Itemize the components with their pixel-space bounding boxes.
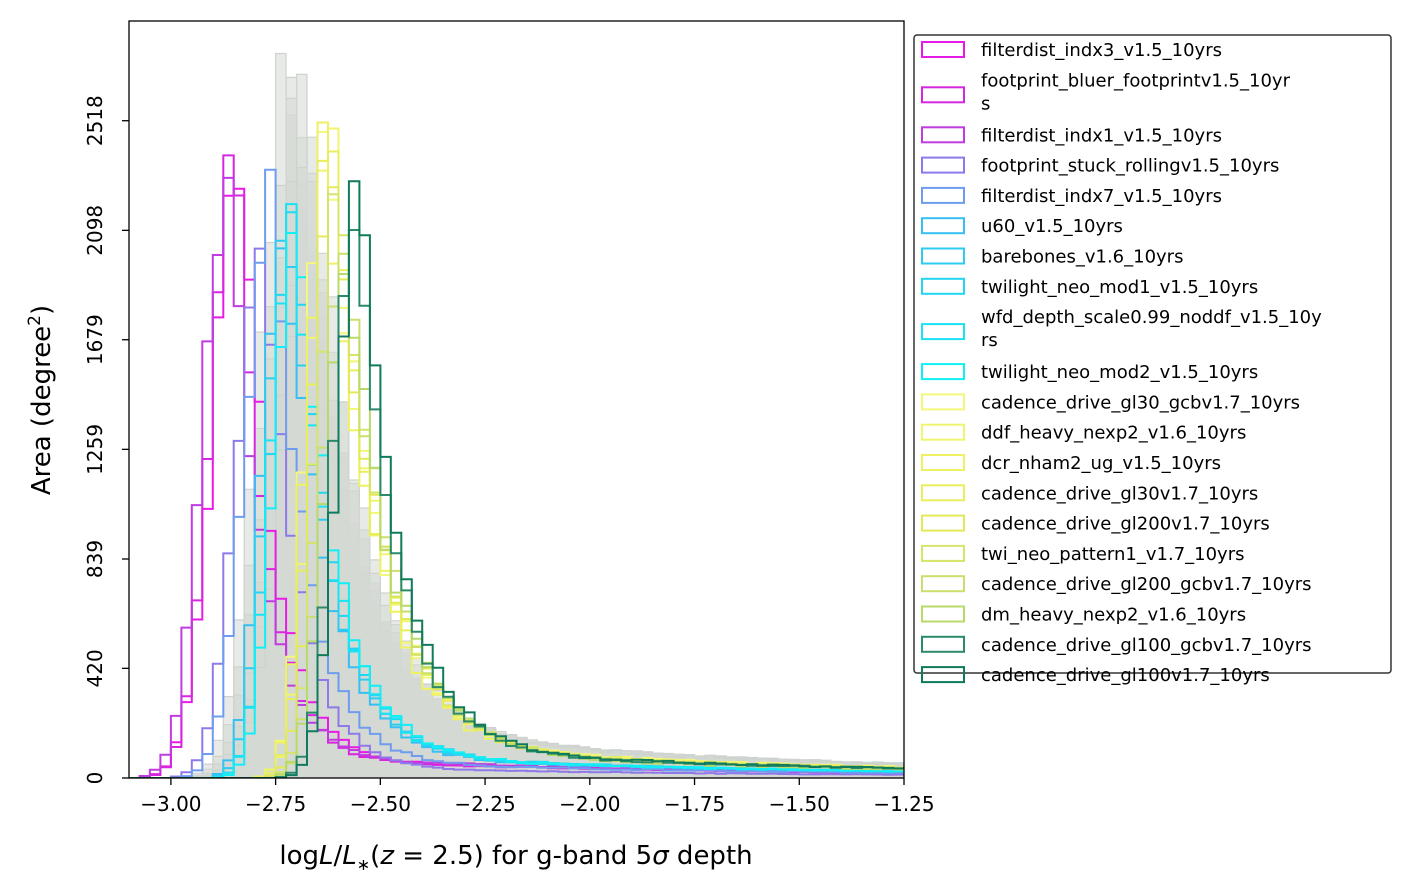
legend-swatch [921,277,965,295]
legend-swatch [921,544,965,562]
legend-swatch [921,217,965,235]
y-tick-label: 420 [83,649,107,687]
legend-swatch [921,247,965,265]
legend-label: barebones_v1.6_10yrs [981,247,1183,268]
legend-swatch [921,186,965,204]
legend-swatch [921,393,965,411]
legend-label: twilight_neo_mod2_v1.5_10yrs [981,362,1258,383]
legend: filterdist_indx3_v1.5_10yrs footprint_blu… [913,34,1392,686]
series-histogram [129,180,904,778]
legend-swatch [921,484,965,502]
legend-swatch [921,86,965,104]
legend-label: cadence_drive_gl30_gcbv1.7_10yrs [981,392,1300,413]
x-tick-label: −3.00 [140,792,201,816]
y-tick-label: 2518 [83,95,107,146]
x-axis-ticks: −3.00 −2.75 −2.50 −2.25 −2.00 −1.75 −1.50 −1.25 [140,778,935,816]
legend-label: u60_v1.5_10yrs [981,216,1123,237]
legend-label: cadence_drive_gl100v1.7_10yrs [981,665,1270,686]
legend-swatch [921,323,965,341]
legend-label: rs [981,330,998,351]
plot-frame [128,20,905,779]
legend-swatch [921,666,965,684]
legend-label: dcr_nham2_ug_v1.5_10yrs [981,453,1221,474]
series-histogram [129,168,904,778]
legend-swatch [921,454,965,471]
x-axis-label: logL/L∗(z = 2.5) for g-band 5σ depth [279,841,752,874]
legend-swatch [921,605,965,623]
x-tick-label: −1.75 [664,792,725,816]
legend-label: cadence_drive_gl200v1.7_10yrs [981,514,1270,535]
legend-label: filterdist_indx3_v1.5_10yrs [981,40,1222,61]
y-tick-label: 2098 [83,205,107,256]
legend-swatch [921,423,965,441]
x-tick-label: −2.00 [559,792,620,816]
legend-label: wfd_depth_scale0.99_noddf_v1.5_10y [981,307,1322,328]
legend-swatch [921,575,965,593]
y-axis-ticks: 0 420 839 1259 1679 2098 2518 [83,95,129,784]
series-histogram [129,232,904,778]
legend-label: footprint_bluer_footprintv1.5_10yr [981,70,1291,91]
x-tick-label: −1.25 [873,792,934,816]
x-tick-label: −1.50 [769,792,830,816]
legend-label: ddf_heavy_nexp2_v1.6_10yrs [981,423,1246,444]
series-histograms [129,121,904,778]
y-axis-label: Area (degree2) [25,305,57,495]
legend-label: filterdist_indx7_v1.5_10yrs [981,186,1222,207]
legend-label: cadence_drive_gl30v1.7_10yrs [981,483,1258,504]
legend-label: filterdist_indx1_v1.5_10yrs [981,125,1222,146]
legend-label: s [981,93,990,114]
y-tick-label: 1259 [83,424,107,475]
legend-swatch [921,363,965,381]
y-tick-label: 0 [83,772,107,785]
legend-label: cadence_drive_gl200_gcbv1.7_10yrs [981,574,1312,595]
legend-label: footprint_stuck_rollingv1.5_10yrs [981,156,1279,177]
y-tick-label: 839 [83,540,107,578]
legend-frame [913,34,1392,674]
x-tick-label: −2.25 [454,792,515,816]
legend-swatch [921,41,965,58]
legend-swatch [921,126,965,144]
x-tick-label: −2.75 [245,792,306,816]
legend-swatch [921,635,965,653]
legend-swatch [921,156,965,174]
legend-label: twilight_neo_mod1_v1.5_10yrs [981,277,1258,298]
x-tick-label: −2.50 [350,792,411,816]
y-tick-label: 1679 [83,314,107,365]
legend-swatch [921,514,965,532]
legend-label: cadence_drive_gl100_gcbv1.7_10yrs [981,635,1312,656]
legend-label: twi_neo_pattern1_v1.7_10yrs [981,544,1244,565]
legend-label: dm_heavy_nexp2_v1.6_10yrs [981,605,1246,626]
